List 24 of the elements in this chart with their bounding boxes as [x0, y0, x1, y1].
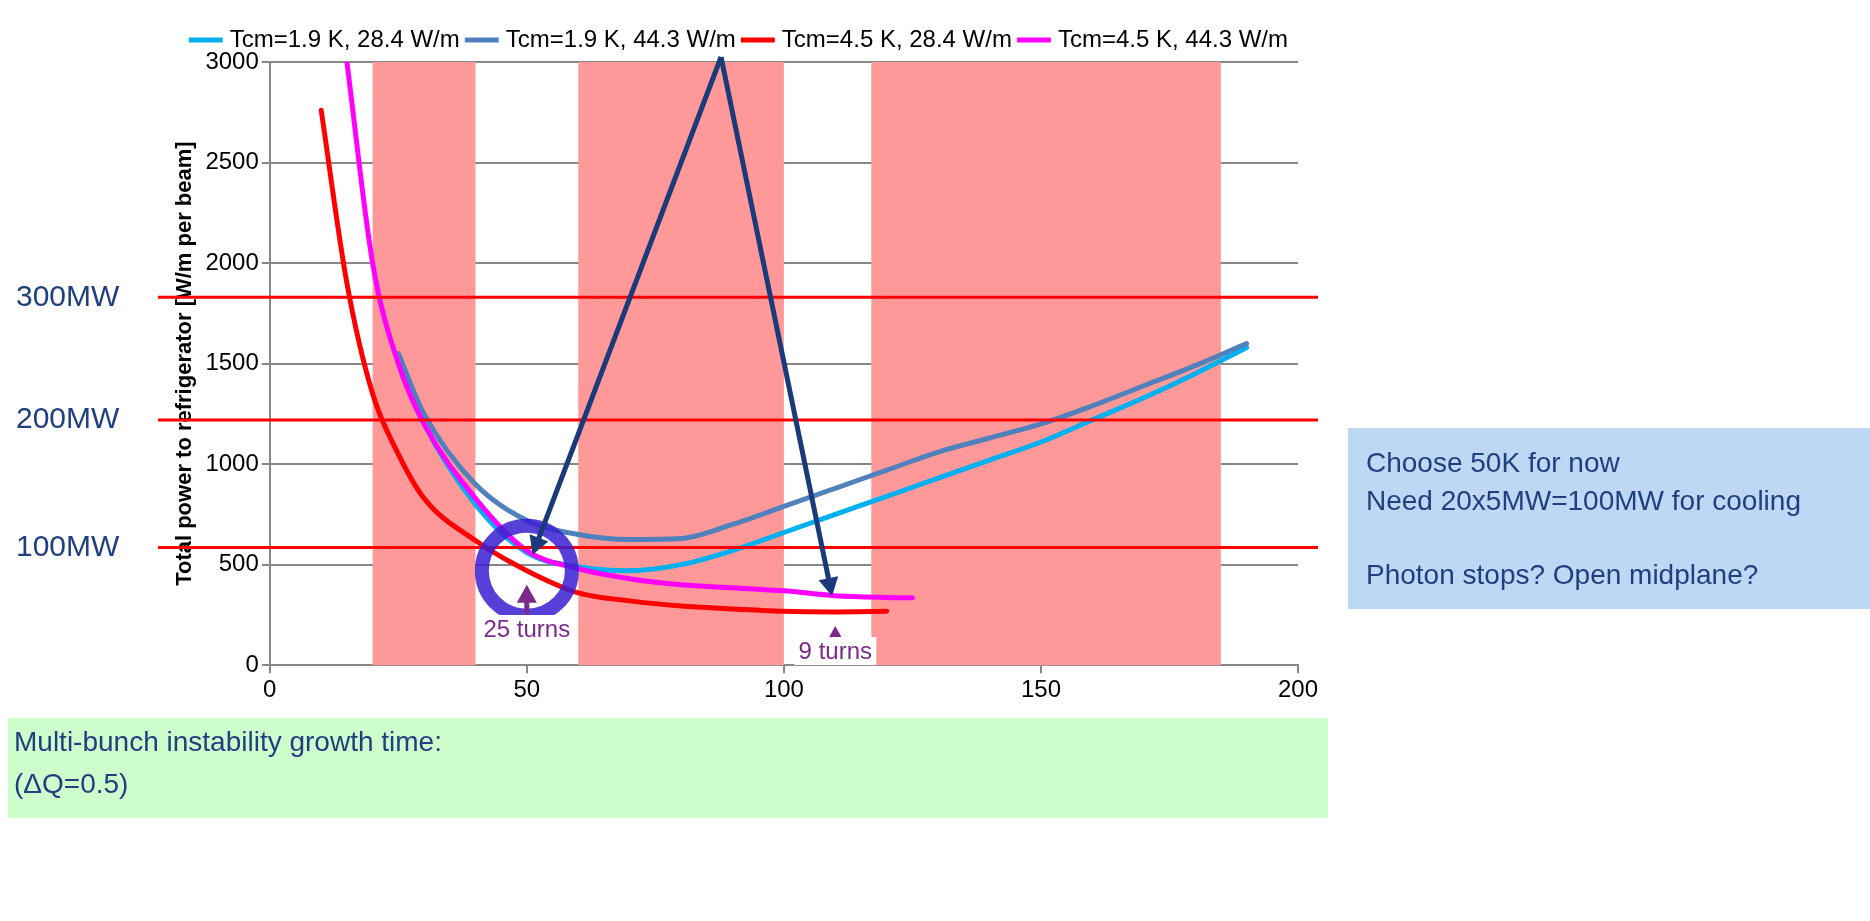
x-tick-label: 100 [763, 675, 804, 703]
y-tick-label: 500 [218, 549, 259, 577]
x-tick-label: 200 [1277, 675, 1319, 703]
ref-line-label: 100MW [16, 528, 121, 562]
y-tick-label: 1500 [205, 348, 259, 376]
text: (ΔQ=0.5) [14, 768, 129, 800]
ref-line-label: 300MW [16, 278, 121, 312]
text: Multi-bunch instability growth time: [14, 726, 442, 758]
annotation: 25 turns [479, 614, 575, 643]
y-tick-label: 0 [245, 649, 259, 677]
x-tick-label: 0 [263, 675, 277, 703]
x-tick-label: 50 [513, 675, 541, 703]
y-tick-label: 2000 [205, 247, 259, 275]
annotation: 9 turns [794, 637, 876, 666]
x-tick-label: 150 [1020, 675, 1061, 703]
y-tick-label: 1000 [205, 448, 259, 476]
legend-label: Tcm=4.5 K, 44.3 W/m [1057, 24, 1288, 52]
legend-label: Tcm=4.5 K, 28.4 W/m [781, 24, 1012, 52]
text: Choose 50K for now [1366, 446, 1621, 480]
text: Need 20x5MW=100MW for cooling [1366, 483, 1802, 518]
legend-label: Tcm=1.9 K, 44.3 W/m [505, 24, 736, 52]
text: Photon stops? Open midplane? [1366, 557, 1760, 592]
y-tick-label: 2500 [205, 147, 259, 175]
ref-line-label: 200MW [16, 401, 121, 435]
